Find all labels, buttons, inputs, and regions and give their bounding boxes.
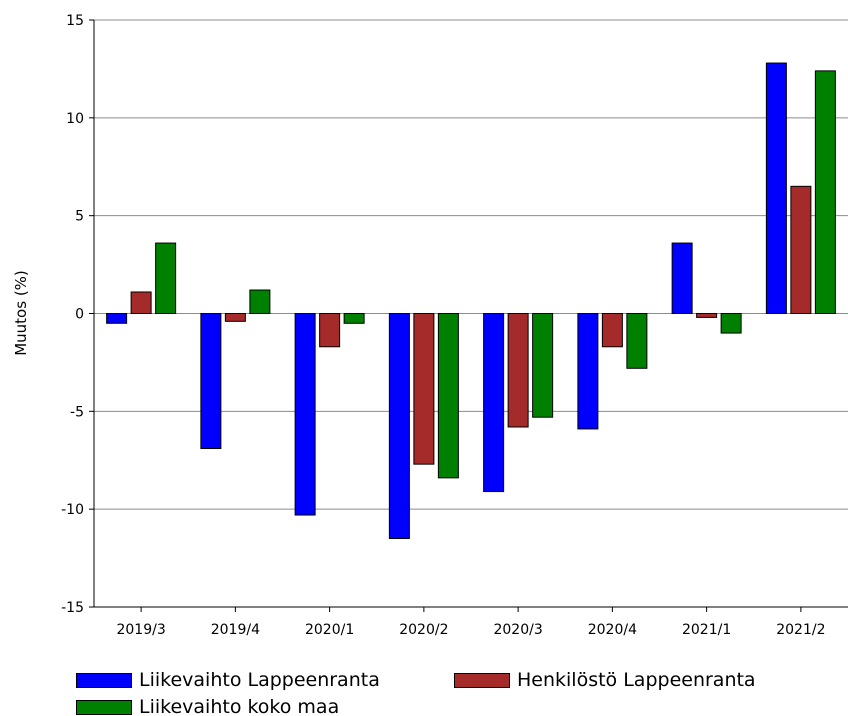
legend-item-liikevaihto-koko-maa: Liikevaihto koko maa [76, 696, 339, 716]
legend-label: Henkilöstö Lappeenranta [517, 669, 756, 691]
bar [814, 70, 836, 314]
legend-label: Liikevaihto Lappeenranta [139, 669, 380, 691]
legend-swatch-red [454, 672, 510, 688]
bar [437, 313, 459, 479]
y-tick-label: -10 [61, 502, 84, 518]
legend-item-henkilosto-lappeenranta: Henkilöstö Lappeenranta [454, 669, 756, 691]
y-tick-label: -15 [61, 600, 84, 616]
legend-item-liikevaihto-lappeenranta: Liikevaihto Lappeenranta [76, 669, 380, 691]
bar [106, 313, 128, 324]
bar [765, 62, 787, 315]
bar [130, 291, 152, 314]
bar [413, 313, 435, 465]
x-tick-label: 2020/1 [305, 622, 354, 638]
x-tick-label: 2019/3 [116, 622, 165, 638]
x-tick-label: 2021/1 [682, 622, 731, 638]
bar [249, 289, 271, 314]
bar [224, 313, 246, 322]
bar [319, 313, 341, 348]
bar [626, 313, 648, 369]
bar [294, 313, 316, 516]
bar [483, 313, 505, 493]
bar [532, 313, 554, 418]
bar [507, 313, 529, 428]
bar [696, 313, 718, 318]
x-tick-label: 2021/2 [776, 622, 825, 638]
y-tick-labels: -15 -10 -5 0 5 10 15 [61, 13, 94, 616]
x-tick-label: 2020/4 [588, 622, 637, 638]
x-tick-labels: 2019/3 2019/4 2020/1 2020/2 2020/3 2020/4 2021… [116, 607, 826, 638]
y-tick-label: -5 [70, 404, 84, 420]
bar [577, 313, 599, 430]
bar [790, 185, 812, 314]
x-tick-label: 2020/2 [399, 622, 448, 638]
bar [388, 313, 410, 540]
legend: Liikevaihto Lappeenranta Henkilöstö Lapp… [76, 662, 836, 716]
bar [671, 242, 693, 314]
bar [601, 313, 623, 348]
legend-label: Liikevaihto koko maa [139, 696, 340, 716]
legend-swatch-blue [76, 672, 132, 688]
y-axis-label: Muutos (%) [12, 270, 30, 356]
bars [106, 62, 836, 540]
bar [343, 313, 365, 324]
bar [155, 242, 177, 314]
y-tick-label: 5 [75, 209, 84, 225]
y-tick-label: 10 [66, 111, 84, 127]
legend-swatch-green [76, 699, 132, 715]
x-tick-label: 2019/4 [211, 622, 260, 638]
bar [200, 313, 222, 450]
y-tick-label: 0 [75, 307, 84, 323]
x-tick-label: 2020/3 [493, 622, 542, 638]
y-tick-label: 15 [66, 13, 84, 29]
bar [720, 313, 742, 334]
